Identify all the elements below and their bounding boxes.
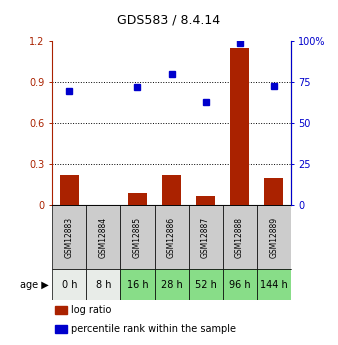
Text: age ▶: age ▶ [20, 280, 49, 289]
Bar [189, 269, 223, 300]
Bar [264, 178, 283, 205]
Text: GDS583 / 8.4.14: GDS583 / 8.4.14 [117, 14, 221, 27]
Text: 144 h: 144 h [260, 280, 288, 289]
Bar [154, 205, 189, 269]
Bar [128, 193, 147, 205]
Text: 96 h: 96 h [229, 280, 250, 289]
Text: 28 h: 28 h [161, 280, 183, 289]
Bar [189, 205, 223, 269]
Bar [120, 205, 154, 269]
Text: GSM12888: GSM12888 [235, 217, 244, 258]
Bar [223, 269, 257, 300]
Bar [257, 269, 291, 300]
Bar [230, 48, 249, 205]
Bar [223, 205, 257, 269]
Bar [87, 205, 120, 269]
Text: log ratio: log ratio [71, 305, 112, 315]
Text: GSM12885: GSM12885 [133, 217, 142, 258]
Bar [55, 306, 67, 314]
Text: GSM12884: GSM12884 [99, 217, 108, 258]
Bar [55, 325, 67, 333]
Text: GSM12887: GSM12887 [201, 217, 210, 258]
Text: GSM12886: GSM12886 [167, 217, 176, 258]
Bar [257, 205, 291, 269]
Bar [120, 269, 154, 300]
Bar [154, 269, 189, 300]
Text: 0 h: 0 h [62, 280, 77, 289]
Bar [87, 269, 120, 300]
Bar [52, 205, 87, 269]
Bar [162, 175, 181, 205]
Text: GSM12883: GSM12883 [65, 217, 74, 258]
Text: 8 h: 8 h [96, 280, 111, 289]
Text: percentile rank within the sample: percentile rank within the sample [71, 324, 237, 334]
Text: 52 h: 52 h [195, 280, 217, 289]
Bar [196, 196, 215, 205]
Text: 16 h: 16 h [127, 280, 148, 289]
Bar [60, 175, 79, 205]
Bar [52, 269, 87, 300]
Text: GSM12889: GSM12889 [269, 217, 278, 258]
